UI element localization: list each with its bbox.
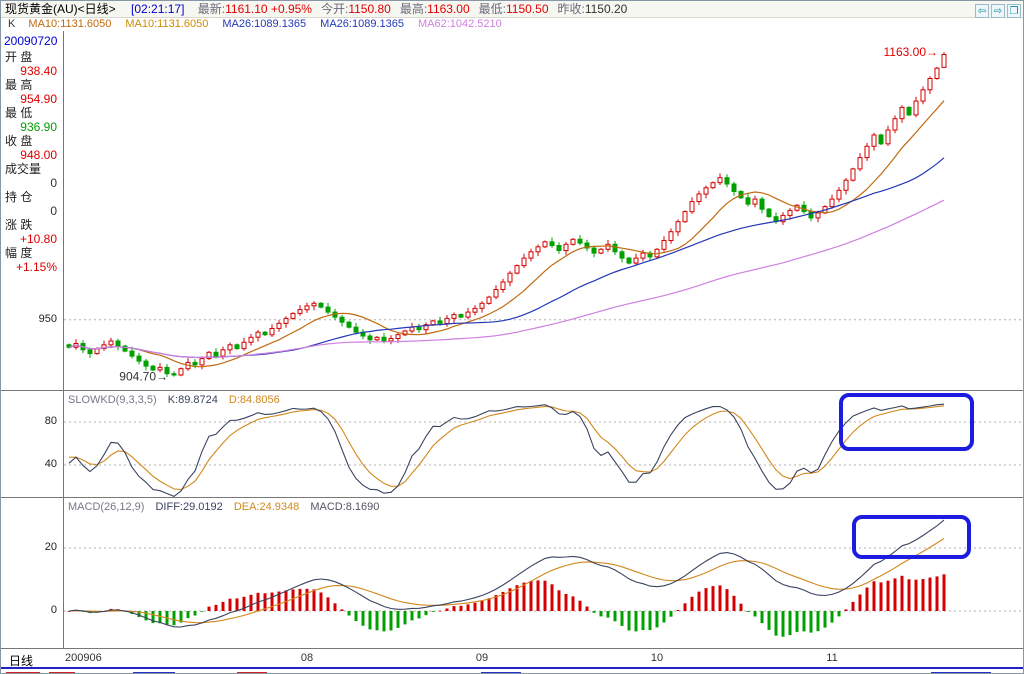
x-axis-tick-label: 08 bbox=[300, 652, 314, 664]
sidebar-field-label: 最 低 bbox=[5, 106, 33, 120]
ma-value: MA62:1042.5210 bbox=[417, 18, 502, 30]
quote-label: 昨收: bbox=[557, 2, 585, 16]
svg-text:904.70→: 904.70→ bbox=[119, 370, 168, 384]
k-value: K:89.8724 bbox=[167, 394, 218, 406]
period-label: 日线 bbox=[9, 654, 34, 668]
panel-divider bbox=[1, 648, 1023, 649]
dea-value: DEA:24.9348 bbox=[233, 501, 300, 513]
highlight-box-macd bbox=[852, 515, 971, 559]
sidebar-field-label: 最 高 bbox=[5, 78, 33, 92]
quote-value: 1163.00 bbox=[427, 2, 470, 16]
panel-divider bbox=[1, 390, 1023, 391]
panel-divider bbox=[1, 497, 1023, 498]
x-axis-tick-label: 200906 bbox=[65, 652, 102, 664]
x-axis-tick-label: 10 bbox=[650, 652, 664, 664]
statusbar-clipped bbox=[1, 667, 1023, 673]
ohlc-fields: 开 盘 938.40 最 高 954.90 最 低 936.90 收 盘 948.00 成交量 0… bbox=[1, 51, 63, 275]
k-period-label: K bbox=[8, 18, 16, 30]
sidebar-divider bbox=[63, 31, 64, 649]
ma-value: MA26:1089.1365 bbox=[222, 18, 307, 30]
macd-value: MACD:8.1690 bbox=[310, 501, 380, 513]
sidebar-field-label: 幅 度 bbox=[5, 246, 33, 260]
quote-label: 最低: bbox=[478, 2, 506, 16]
prev-chart-button[interactable]: ⇦ bbox=[975, 4, 989, 18]
selected-date: 20090720 bbox=[4, 34, 58, 48]
clipped-text-fragment bbox=[481, 672, 521, 673]
quote-time: [02:21:17] bbox=[131, 2, 185, 16]
quote-value: 1150.20 bbox=[584, 2, 628, 16]
x-axis: 日线 200906 08 09 10 11 bbox=[1, 649, 1023, 668]
y-axis-label: 0 bbox=[50, 604, 57, 616]
macd-header: MACD(26,12,9) DIFF:29.0192 DEA:24.9348 M… bbox=[68, 501, 379, 513]
sidebar-field-value: 0 bbox=[50, 204, 57, 218]
y-axis-label: 950 bbox=[38, 313, 57, 325]
sidebar-field-value: 0 bbox=[50, 176, 57, 190]
quote-value: 1161.10 +0.95% bbox=[225, 2, 312, 16]
clipped-text-fragment bbox=[133, 672, 175, 673]
highlight-box-slowkd bbox=[839, 393, 974, 451]
ma-value: MA10:1131.6050 bbox=[125, 18, 209, 30]
clipped-text-fragment bbox=[6, 672, 40, 673]
sidebar-field-label: 开 盘 bbox=[5, 50, 33, 64]
quote-value: 1150.80 bbox=[348, 2, 391, 16]
macd-chart[interactable] bbox=[64, 498, 1023, 648]
chart-nav-buttons: ⇦ ⇨ ❐ bbox=[973, 2, 1021, 18]
sidebar-field-value: +10.80 bbox=[19, 232, 57, 246]
sidebar-field-value: 938.40 bbox=[20, 64, 57, 78]
ma-value: MA26:1089.1365 bbox=[320, 18, 404, 30]
y-axis-label: 20 bbox=[44, 541, 57, 553]
d-value: D:84.8056 bbox=[228, 394, 280, 406]
y-axis-label: 80 bbox=[44, 415, 57, 427]
slowkd-header: SLOWKD(9,3,3,5) K:89.8724 D:84.8056 bbox=[68, 394, 280, 406]
main-price-chart[interactable]: 904.70→ 1163.00→ bbox=[64, 31, 1023, 390]
slowkd-label: SLOWKD(9,3,3,5) bbox=[68, 394, 157, 406]
sidebar-field-value: +1.15% bbox=[15, 260, 57, 274]
x-axis-tick-label: 11 bbox=[826, 652, 838, 664]
instrument-title: 现货黄金(AU)<日线> bbox=[5, 2, 116, 16]
clipped-text-fragment bbox=[237, 672, 267, 673]
sidebar-field-value: 936.90 bbox=[20, 120, 57, 134]
quote-label: 今开: bbox=[320, 2, 349, 16]
svg-text:1163.00→: 1163.00→ bbox=[884, 45, 939, 59]
quote-topbar: 现货黄金(AU)<日线> [02:21:17] 最新:1161.10 +0.95… bbox=[1, 1, 1023, 18]
x-axis-tick-label: 09 bbox=[475, 652, 489, 664]
slowkd-chart[interactable] bbox=[64, 391, 1023, 497]
quote-label: 最高: bbox=[399, 2, 428, 16]
macd-label: MACD(26,12,9) bbox=[68, 501, 145, 513]
clipped-text-fragment bbox=[931, 672, 991, 673]
sidebar-field-value: 954.90 bbox=[20, 92, 57, 106]
ma-indicator-row: K MA10:1131.6050 MA10:1131.6050 MA26:1089.… bbox=[1, 18, 1023, 31]
sidebar-field-label: 涨 跌 bbox=[5, 218, 33, 232]
next-chart-button[interactable]: ⇨ bbox=[991, 4, 1005, 18]
ma-value: MA10:1131.6050 bbox=[28, 18, 112, 30]
diff-value: DIFF:29.0192 bbox=[155, 501, 223, 513]
quote-fields: 最新:1161.10 +0.95% 今开:1150.80 最高:1163.00 最低:… bbox=[198, 2, 637, 16]
sidebar-field-value: 948.00 bbox=[20, 148, 57, 162]
ma-values: MA10:1131.6050 MA10:1131.6050 MA26:1089.13… bbox=[28, 18, 515, 30]
quote-value: 1150.50 bbox=[506, 2, 549, 16]
sidebar-field-label: 持 仓 bbox=[5, 190, 33, 204]
y-axis-label: 40 bbox=[44, 458, 57, 470]
quote-label: 最新: bbox=[197, 2, 226, 16]
new-window-button[interactable]: ❐ bbox=[1007, 4, 1021, 18]
sidebar-field-label: 成交量 bbox=[5, 162, 42, 176]
sidebar-field-label: 收 盘 bbox=[5, 134, 33, 148]
clipped-text-fragment bbox=[49, 672, 75, 673]
